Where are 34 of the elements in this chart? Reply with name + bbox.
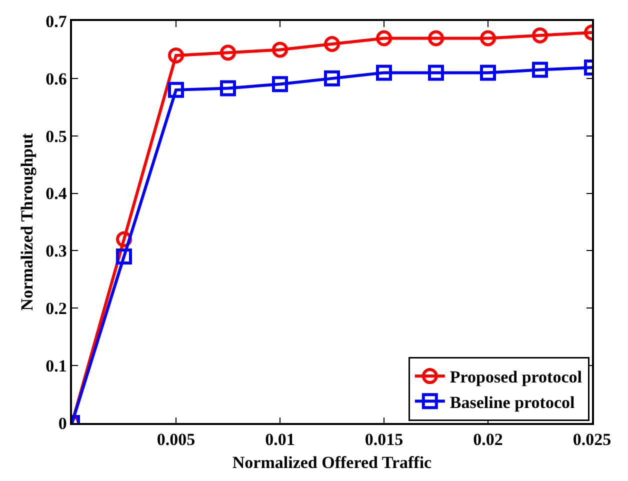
y-tick-label: 0.1 [46,356,67,376]
point [168,47,184,64]
x-tick-label: 0.005 [156,430,196,450]
y-tick-label: 0.5 [46,126,67,146]
legend-label: Proposed protocol [450,368,582,387]
point [220,80,236,96]
y-tick-label: 0.2 [46,299,67,318]
point [480,64,496,81]
point [480,30,496,46]
x-axis-title: Normalized Offered Traffic [232,453,432,472]
y-tick-label: 0.3 [46,242,67,261]
point [220,44,236,61]
point [116,248,132,264]
point [272,42,288,58]
point [428,30,444,46]
point [168,82,184,98]
y-tick-label: 0 [58,414,67,433]
y-tick-label: 0.7 [46,12,68,31]
point [272,76,288,92]
y-tick-label: 0.4 [46,184,68,204]
point [376,64,392,81]
point [324,36,340,52]
point [376,30,392,46]
x-tick-label: 0.015 [364,430,404,450]
y-tick-label: 0.6 [46,69,67,88]
point [428,64,444,81]
y-axis-title: Normalized Throughput [18,132,37,311]
x-tick-label: 0.025 [572,430,612,450]
legend-label: Baseline protocol [450,392,575,412]
point [532,27,548,44]
point [532,62,548,78]
x-tick-label: 0.02 [473,430,503,450]
point [324,70,340,86]
x-tick-label: 0.01 [265,430,295,450]
